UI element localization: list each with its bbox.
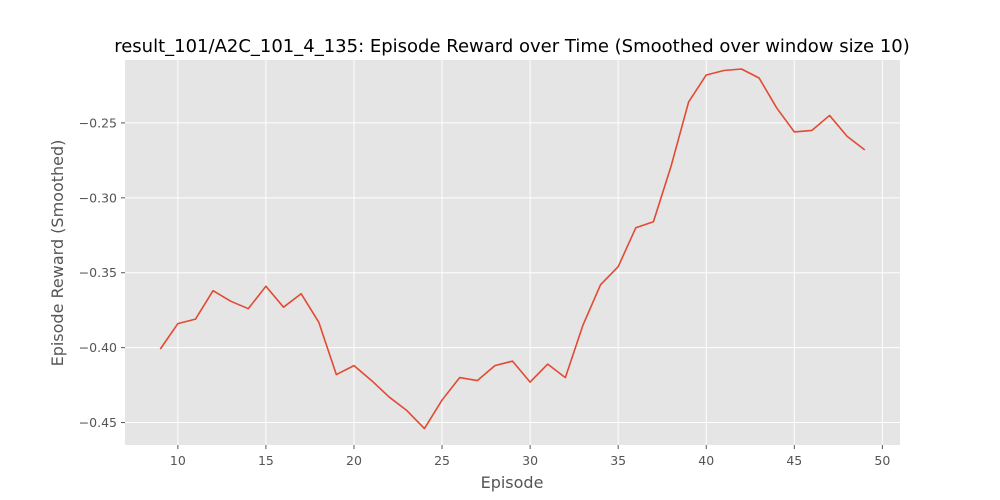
x-tick-label: 50 <box>874 453 890 468</box>
y-tick-label: −0.40 <box>79 340 117 355</box>
data-series <box>159 68 866 430</box>
x-axis-label: Episode <box>481 473 544 492</box>
series-line <box>159 68 866 430</box>
grid-lines <box>125 60 900 445</box>
x-tick-label: 30 <box>522 453 538 468</box>
x-tick-label: 40 <box>698 453 714 468</box>
y-tick-label: −0.45 <box>79 415 117 430</box>
x-tick-label: 15 <box>258 453 274 468</box>
y-tick-label: −0.30 <box>79 190 117 205</box>
y-tick-label: −0.35 <box>79 265 117 280</box>
chart-title: result_101/A2C_101_4_135: Episode Reward… <box>114 36 910 57</box>
plot-area <box>125 60 900 445</box>
y-axis-label: Episode Reward (Smoothed) <box>48 140 67 367</box>
x-tick-label: 20 <box>346 453 362 468</box>
y-tick-label: −0.25 <box>79 115 117 130</box>
x-tick-label: 10 <box>170 453 186 468</box>
x-tick-label: 35 <box>610 453 626 468</box>
axis-ticks: 10 15 20 25 30 35 40 45 50 −0.45 −0.40 −0.35 −0.30 −0… <box>79 115 891 468</box>
x-tick-label: 25 <box>434 453 450 468</box>
x-tick-label: 45 <box>786 453 802 468</box>
